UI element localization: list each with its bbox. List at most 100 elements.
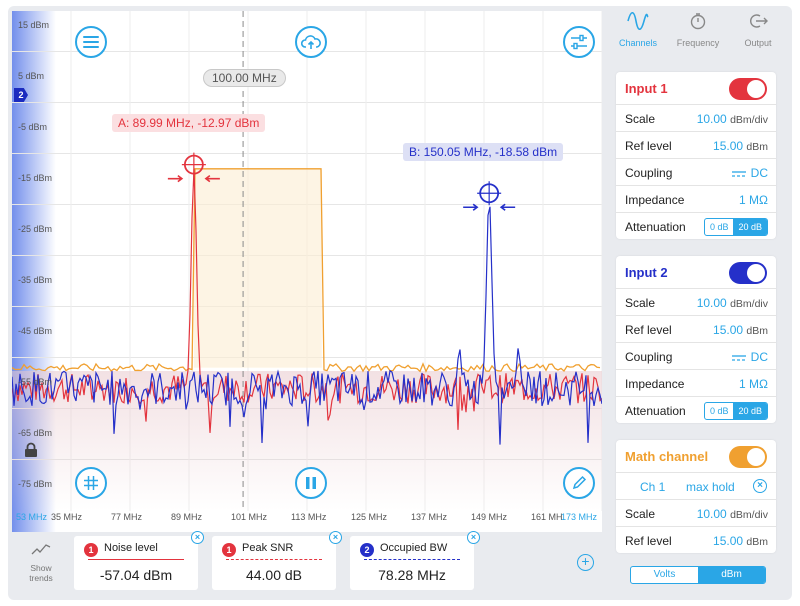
units-dbm[interactable]: dBm <box>698 567 765 583</box>
lock-icon[interactable] <box>24 442 38 463</box>
app-window: 15 dBm 5 dBm -5 dBm -15 dBm -25 dBm -35 dBm -4… <box>8 6 792 600</box>
math-function[interactable]: max hold <box>686 480 735 494</box>
ref-value: 15.00 <box>713 139 744 153</box>
tab-output[interactable]: Output <box>728 12 788 48</box>
scale-unit: dBm/div <box>730 114 768 126</box>
measurement-card-snr[interactable]: 1 Peak SNR 44.00 dB × <box>212 531 342 590</box>
y-tick-label: -5 dBm <box>18 122 48 132</box>
math-band-fill <box>193 168 322 368</box>
pencil-icon <box>572 475 587 490</box>
input2-attenuation-selector[interactable]: 0 dB 20 dB <box>703 402 768 420</box>
x-tick-label: 35 MHz <box>51 512 83 522</box>
input1-attenuation-selector[interactable]: 0 dB 20 dB <box>703 218 768 236</box>
attenuation-0db[interactable]: 0 dB <box>709 222 729 232</box>
x-tick-label: 149 MHz <box>471 512 508 522</box>
tab-label: Frequency <box>676 38 720 48</box>
input1-ref-row[interactable]: Ref level 15.00 dBm <box>616 131 776 158</box>
measurement-card-noise[interactable]: 1 Noise level -57.04 dBm × <box>74 531 204 590</box>
marker-b-symbol[interactable] <box>463 181 516 211</box>
math-ref-row[interactable]: Ref level 15.00 dBm <box>616 526 776 553</box>
menu-button[interactable] <box>75 26 107 58</box>
show-trends-button[interactable]: Show trends <box>20 542 62 583</box>
settings-sliders-button[interactable] <box>563 26 595 58</box>
marker-arrow-right <box>499 203 516 211</box>
center-cursor-tag[interactable]: 100.00 MHz <box>203 69 286 87</box>
input1-coupling-row[interactable]: Coupling DC <box>616 158 776 185</box>
math-panel: Math channel Ch 1 max hold × Scale 10.00 … <box>616 440 776 553</box>
edit-button[interactable] <box>563 467 595 499</box>
underline <box>226 559 322 560</box>
y-tick-label: -55 dBm <box>18 377 53 387</box>
scale-unit: dBm/div <box>730 509 768 521</box>
ref-value: 15.00 <box>713 323 744 337</box>
impedance-value: 1 MΩ <box>739 193 768 207</box>
input2-impedance-row[interactable]: Impedance 1 MΩ <box>616 369 776 396</box>
underline <box>88 559 184 560</box>
y-tick-label: -45 dBm <box>18 326 53 336</box>
attenuation-20db[interactable]: 20 dB <box>733 219 767 235</box>
input1-toggle[interactable] <box>729 78 767 100</box>
marker-a-label: A: 89.99 MHz, -12.97 dBm <box>112 114 266 132</box>
math-function-row[interactable]: Ch 1 max hold × <box>616 472 776 499</box>
input2-coupling-row[interactable]: Coupling DC <box>616 342 776 369</box>
x-tick-label: 77 MHz <box>111 512 143 522</box>
trend-icon <box>31 544 51 555</box>
measurement-card-obw[interactable]: 2 Occupied BW 78.28 MHz × <box>350 531 480 590</box>
input2-panel: Input 2 Scale 10.00 dBm/div Ref level 15.0… <box>616 256 776 423</box>
math-toggle[interactable] <box>729 446 767 468</box>
measurement-title: Noise level <box>104 542 158 554</box>
add-measurement-button[interactable]: + <box>577 554 594 571</box>
attenuation-20db[interactable]: 20 dB <box>733 403 767 419</box>
math-source[interactable]: Ch 1 <box>640 480 666 494</box>
math-scale-row[interactable]: Scale 10.00 dBm/div <box>616 499 776 526</box>
ch2-trace <box>12 206 602 445</box>
tab-channels[interactable]: Channels <box>608 11 668 48</box>
pause-button[interactable] <box>295 467 327 499</box>
impedance-label: Impedance <box>625 193 685 207</box>
input1-impedance-row[interactable]: Impedance 1 MΩ <box>616 185 776 212</box>
marker-crosshair <box>477 181 502 206</box>
x-end-label[interactable]: 173 MHz <box>561 512 598 522</box>
spectrum-plot[interactable]: 15 dBm 5 dBm -5 dBm -15 dBm -25 dBm -35 dBm -4… <box>12 11 602 532</box>
channel-badge: 1 <box>222 543 236 557</box>
marker-arrow-right <box>204 175 220 183</box>
tab-frequency[interactable]: Frequency <box>668 12 728 48</box>
measurement-title: Occupied BW <box>380 542 448 554</box>
attenuation-label: Attenuation <box>625 220 686 234</box>
right-panel: Channels Frequency Output Input 1 Scale 1… <box>608 6 792 600</box>
y-tick-label: -35 dBm <box>18 275 53 285</box>
attenuation-0db[interactable]: 0 dB <box>709 406 729 416</box>
y-tick-label: -75 dBm <box>18 479 53 489</box>
ref-value: 15.00 <box>713 534 744 548</box>
remove-measurement-icon[interactable]: × <box>329 531 342 544</box>
units-volts[interactable]: Volts <box>653 569 676 580</box>
x-start-label[interactable]: 53 MHz <box>16 512 48 522</box>
remove-measurement-icon[interactable]: × <box>191 531 204 544</box>
y-tick-label: -65 dBm <box>18 428 53 438</box>
ref-unit: dBm <box>746 536 768 548</box>
underline <box>364 559 460 560</box>
x-tick-label: 137 MHz <box>411 512 448 522</box>
ref-unit: dBm <box>746 325 768 337</box>
impedance-value: 1 MΩ <box>739 377 768 391</box>
y-tick-label: -25 dBm <box>18 224 53 234</box>
clear-math-icon[interactable]: × <box>753 479 767 493</box>
input1-scale-row[interactable]: Scale 10.00 dBm/div <box>616 104 776 131</box>
tab-label: Output <box>744 38 772 48</box>
math-trace <box>12 168 601 373</box>
channel-2-marker[interactable]: 2 <box>14 88 28 102</box>
remove-measurement-icon[interactable]: × <box>467 531 480 544</box>
input2-ref-row[interactable]: Ref level 15.00 dBm <box>616 315 776 342</box>
marker-a-symbol[interactable] <box>167 152 220 183</box>
x-tick-label: 113 MHz <box>291 512 327 522</box>
input2-toggle[interactable] <box>729 262 767 284</box>
input2-scale-row[interactable]: Scale 10.00 dBm/div <box>616 288 776 315</box>
cloud-upload-button[interactable] <box>295 26 327 58</box>
units-toggle[interactable]: Volts dBm <box>630 566 766 584</box>
input2-title: Input 2 <box>625 265 668 280</box>
tab-label: Channels <box>618 38 658 48</box>
spectrum-svg[interactable] <box>12 11 602 532</box>
grid-button[interactable] <box>75 467 107 499</box>
marker-arrow-left <box>463 203 479 211</box>
ref-label: Ref level <box>625 323 672 337</box>
